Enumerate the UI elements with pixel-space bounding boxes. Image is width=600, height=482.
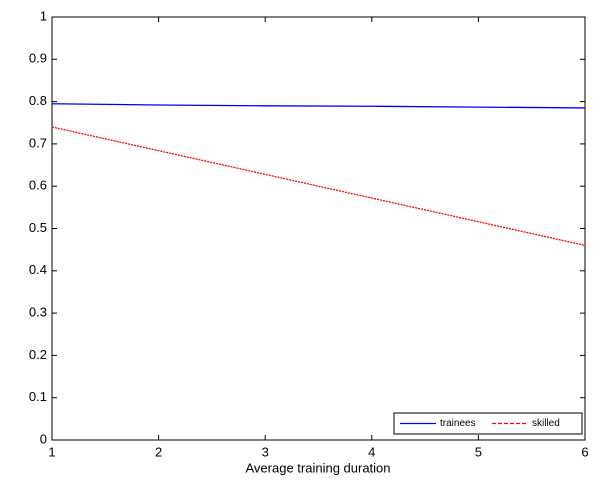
x-tick-label: 5 [475,444,482,459]
y-tick-label: 0.5 [29,220,47,235]
y-tick-label: 0.1 [29,389,47,404]
plot-area [51,16,586,441]
x-tick-label: 6 [581,444,588,459]
legend-label: trainees [440,418,476,429]
legend-box [393,412,583,435]
x-tick-label: 1 [48,444,55,459]
legend-label: skilled [532,418,560,429]
y-tick-label: 0.6 [29,178,47,193]
x-tick-label: 3 [262,444,269,459]
y-tick-label: 0.2 [29,347,47,362]
y-tick-label: 1 [40,8,47,23]
y-tick-label: 0.7 [29,135,47,150]
y-tick-label: 0.8 [29,93,47,108]
y-tick-label: 0.3 [29,305,47,320]
x-tick-label: 2 [155,444,162,459]
x-axis-label: Average training duration [245,460,390,475]
x-tick-label: 4 [368,444,375,459]
series-line [51,103,586,109]
y-tick-label: 0.4 [29,262,47,277]
series-line [51,126,586,247]
y-tick-label: 0.9 [29,51,47,66]
y-tick-label: 0 [40,431,47,446]
